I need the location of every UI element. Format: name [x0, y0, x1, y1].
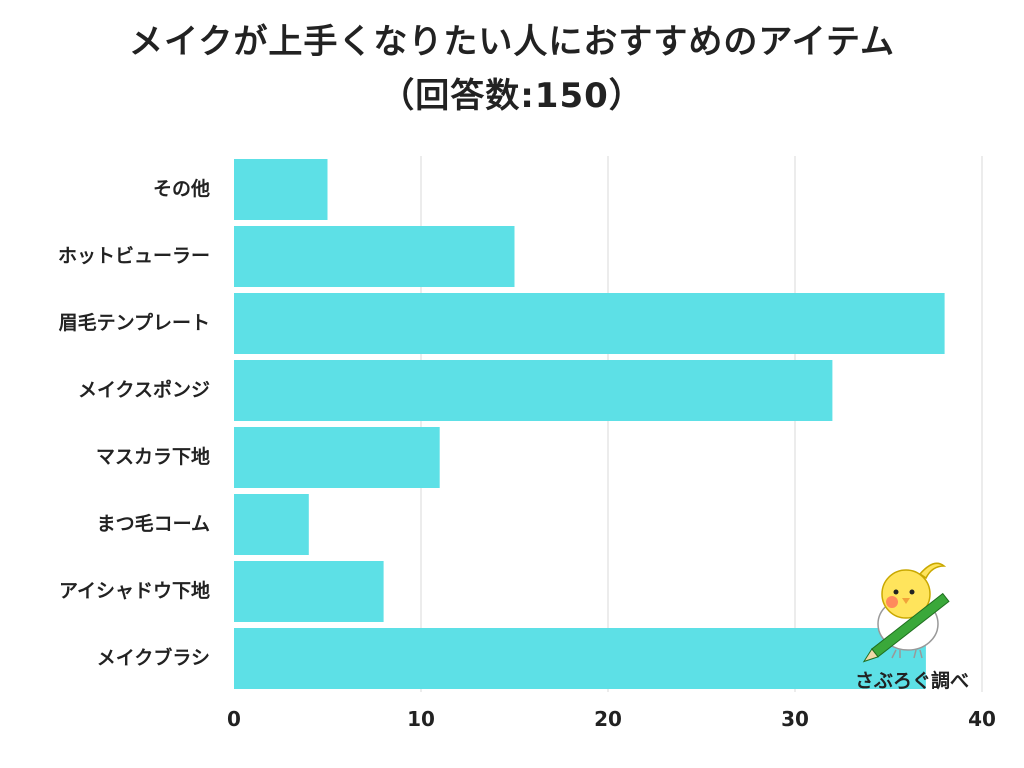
category-label: 眉毛テンプレート	[59, 311, 210, 334]
category-label: ホットビューラー	[58, 245, 210, 267]
bar	[234, 427, 440, 488]
x-tick-label: 0	[227, 707, 241, 731]
bird-mascot-icon	[862, 562, 950, 663]
category-label: その他	[153, 177, 210, 200]
x-tick-label: 30	[781, 707, 809, 731]
x-tick-label: 10	[407, 707, 435, 731]
chart-title-line2: （回答数:150）	[380, 76, 644, 116]
x-tick-label: 40	[968, 707, 996, 731]
category-label: メイクブラシ	[97, 646, 210, 669]
category-label: まつ毛コーム	[97, 513, 210, 535]
bar	[234, 159, 328, 220]
x-tick-label: 20	[594, 707, 622, 731]
bar	[234, 360, 833, 421]
category-label: マスカラ下地	[96, 445, 210, 468]
category-label: メイクスポンジ	[78, 378, 210, 401]
bar	[234, 293, 945, 354]
source-credit: さぶろぐ調べ	[854, 670, 969, 692]
category-label: アイシャドウ下地	[59, 579, 210, 602]
bar	[234, 226, 515, 287]
bar	[234, 561, 384, 622]
bar	[234, 494, 309, 555]
chart-title-line1: メイクが上手くなりたい人におすすめのアイテム	[129, 22, 895, 62]
bar	[234, 628, 926, 689]
